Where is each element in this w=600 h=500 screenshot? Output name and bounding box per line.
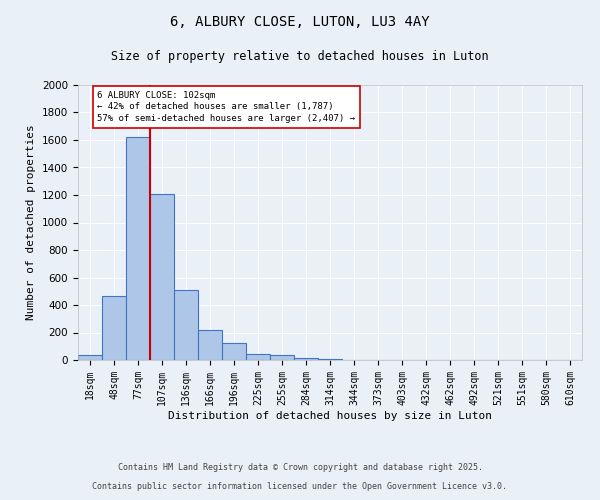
Bar	[294, 358, 318, 360]
Bar	[198, 330, 222, 360]
Bar	[246, 354, 270, 360]
Text: Size of property relative to detached houses in Luton: Size of property relative to detached ho…	[111, 50, 489, 63]
Bar	[102, 296, 126, 360]
Text: Contains public sector information licensed under the Open Government Licence v3: Contains public sector information licen…	[92, 482, 508, 491]
Bar	[270, 355, 294, 360]
Text: 6 ALBURY CLOSE: 102sqm
← 42% of detached houses are smaller (1,787)
57% of semi-: 6 ALBURY CLOSE: 102sqm ← 42% of detached…	[97, 90, 355, 123]
Bar	[126, 137, 150, 360]
Bar	[150, 194, 174, 360]
X-axis label: Distribution of detached houses by size in Luton: Distribution of detached houses by size …	[168, 410, 492, 420]
Text: 6, ALBURY CLOSE, LUTON, LU3 4AY: 6, ALBURY CLOSE, LUTON, LU3 4AY	[170, 15, 430, 29]
Bar	[318, 359, 342, 360]
Bar	[78, 355, 102, 360]
Bar	[174, 290, 198, 360]
Bar	[222, 343, 246, 360]
Y-axis label: Number of detached properties: Number of detached properties	[26, 124, 37, 320]
Text: Contains HM Land Registry data © Crown copyright and database right 2025.: Contains HM Land Registry data © Crown c…	[118, 464, 482, 472]
